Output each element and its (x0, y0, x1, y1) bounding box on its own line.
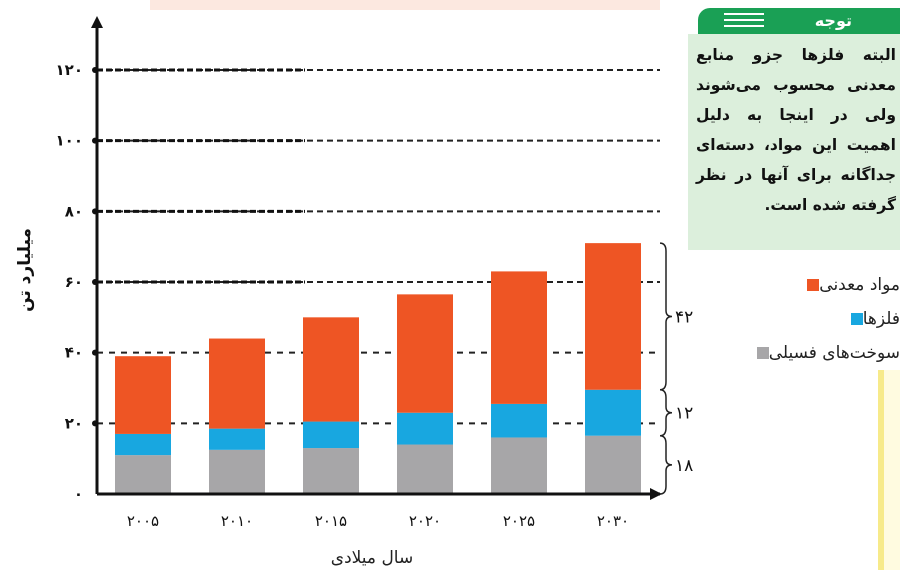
bar-segment (303, 448, 359, 494)
note-text: البته فلزها جزو منابع معدنی محسوب می‌شون… (688, 34, 900, 250)
bar-segment (585, 389, 641, 436)
x-tick-label: ۲۰۲۰ (409, 512, 441, 530)
legend-swatch-minerals (807, 279, 820, 291)
legend-label-fossil-fuels: سوخت‌های فسیلی (768, 343, 900, 363)
bar-segment (491, 403, 547, 438)
y-tick-label: ۸۰ (65, 202, 83, 220)
bar-segment (209, 428, 265, 450)
y-tick-label: ۴۰ (65, 344, 83, 362)
legend-swatch-metals (850, 313, 863, 325)
note-header-lines (724, 13, 764, 31)
bar-segment (303, 421, 359, 449)
brace-label: ۱۸ (675, 456, 693, 476)
bar-segment (115, 433, 171, 456)
bar-segment (209, 338, 265, 429)
x-tick-label: ۲۰۱۵ (315, 512, 347, 530)
brace-label: ۱۲ (675, 404, 693, 424)
bars-layer (115, 243, 641, 494)
brace-label: ۴۲ (675, 307, 693, 327)
legend-swatch-fossil-fuels (756, 347, 769, 359)
y-tick-dot (92, 67, 98, 73)
x-axis-title: سال میلادی (331, 548, 413, 568)
y-axis-title: میلیارد تن (15, 228, 35, 312)
bar-segment (115, 455, 171, 494)
bar-segment (115, 356, 171, 434)
x-tick-layer: ۲۰۰۵ ۲۰۱۰ ۲۰۱۵ ۲۰۲۰ ۲۰۲۵ ۲۰۳۰ (127, 512, 629, 530)
page-top-strip (150, 0, 660, 10)
y-tick-label: ۱۲۰ (56, 61, 83, 79)
brace (659, 389, 673, 437)
bar-segment (209, 449, 265, 494)
grid-layer (97, 68, 660, 425)
axis-layer (91, 16, 662, 500)
legend-item-fossil-fuels: سوخت‌های فسیلی (700, 336, 900, 370)
legend-item-metals: فلزها (700, 302, 900, 336)
y-axis-arrow (91, 16, 103, 28)
brace (659, 242, 673, 391)
bar-segment (303, 317, 359, 422)
y-tick-dot (92, 208, 98, 215)
y-tick-label: ۶۰ (65, 273, 83, 291)
bar-segment (397, 294, 453, 413)
x-tick-label: ۲۰۰۵ (127, 512, 159, 530)
x-tick-label: ۲۰۱۰ (221, 512, 253, 530)
y-tick-dot (92, 137, 98, 144)
brace (659, 434, 673, 495)
bar-segment (585, 435, 641, 494)
bar-segment (585, 243, 641, 390)
bar-segment (491, 271, 547, 404)
note-header: توجه (698, 8, 900, 34)
bar-segment (397, 444, 453, 494)
y-tick-label: ۰ (74, 485, 83, 503)
note-title: توجه (814, 11, 852, 30)
page-side-strip-edge (878, 370, 884, 570)
x-tick-label: ۲۰۳۰ (597, 512, 629, 530)
x-tick-label: ۲۰۲۵ (503, 512, 535, 530)
x-axis-arrow (650, 488, 662, 500)
legend-label-minerals: مواد معدنی (819, 275, 900, 295)
bar-segment (491, 437, 547, 494)
y-tick-label: ۲۰ (65, 414, 83, 432)
tick-layer: ۰ ۲۰ ۴۰ ۶۰ ۸۰ ۱۰۰ ۱۲۰ (56, 61, 98, 503)
note-box: توجه البته فلزها جزو منابع معدنی محسوب م… (688, 8, 900, 250)
y-tick-dot (92, 279, 98, 285)
brace-layer: ۱۸ ۱۲ ۴۲ (659, 242, 693, 495)
legend-label-metals: فلزها (862, 309, 900, 329)
legend: مواد معدنی فلزها سوخت‌های فسیلی (700, 268, 900, 370)
bar-segment (397, 412, 453, 445)
legend-item-minerals: مواد معدنی (700, 268, 900, 302)
y-tick-label: ۱۰۰ (56, 132, 83, 150)
y-tick-dot (92, 349, 98, 356)
y-tick-dot (92, 420, 98, 427)
